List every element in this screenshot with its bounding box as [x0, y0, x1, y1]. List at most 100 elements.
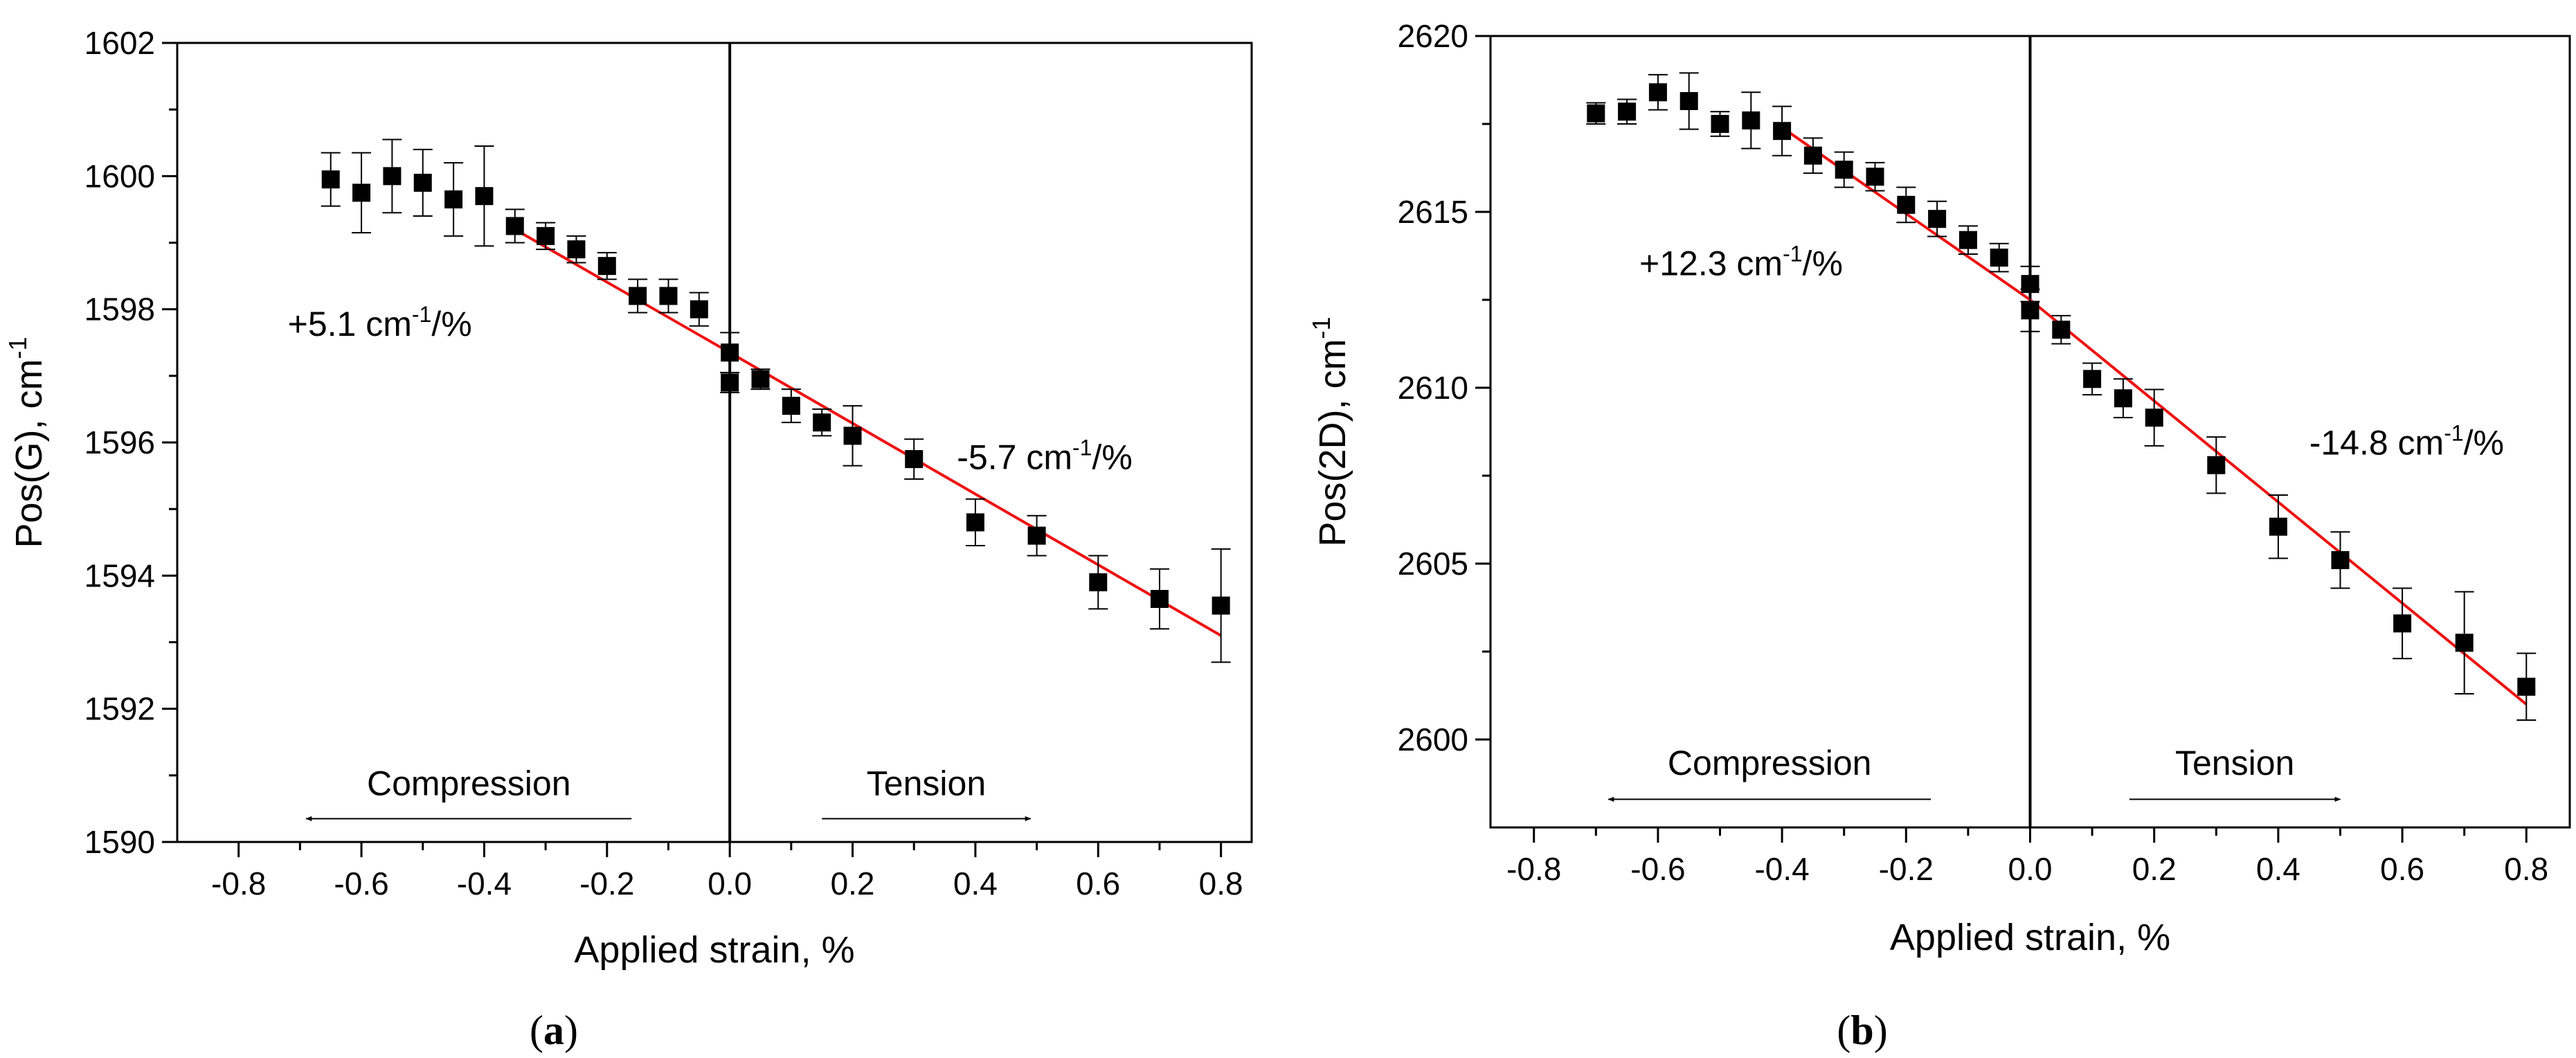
y-tick-label: 1596 — [84, 424, 155, 460]
slope-annotation: +5.1 cm-1/% — [288, 302, 472, 343]
x-tick-label: -0.2 — [1879, 851, 1934, 887]
x-tick-label: 0.8 — [2504, 851, 2548, 887]
data-point — [2021, 275, 2039, 294]
y-axis-title-text: Pos(2D), cm — [1312, 339, 1353, 546]
data-point — [2021, 301, 2039, 320]
y-tick-label: 2620 — [1398, 18, 1468, 54]
slope-unit-suffix: /% — [1803, 244, 1843, 283]
slope-value: -5.7 cm — [957, 438, 1072, 476]
direction-label: Compression — [1668, 744, 1872, 782]
data-point — [321, 170, 340, 189]
slope-annotation: +12.3 cm-1/% — [1639, 241, 1843, 283]
data-point — [966, 513, 984, 532]
data-point — [1990, 249, 2008, 267]
y-tick-label: 1598 — [84, 292, 155, 328]
slope-unit-suffix: /% — [431, 305, 471, 343]
data-point — [2083, 370, 2102, 388]
slope-unit-exponent: -1 — [1783, 241, 1802, 266]
data-point — [1803, 146, 1822, 165]
data-point — [2114, 389, 2132, 408]
data-point — [444, 190, 463, 208]
y-axis-title: Pos(2D), cm-1 — [1307, 316, 1353, 546]
x-tick-label: -0.8 — [1506, 851, 1561, 887]
data-point — [475, 187, 494, 206]
y-axis-title: Pos(G), cm-1 — [3, 337, 50, 548]
data-point — [751, 370, 770, 388]
y-tick-label: 1592 — [84, 691, 155, 727]
data-point — [1835, 161, 1853, 179]
y-tick-label: 1600 — [84, 158, 155, 194]
data-point — [2207, 456, 2226, 474]
y-tick-label: 2605 — [1398, 546, 1468, 582]
x-tick-label: -0.4 — [457, 866, 512, 902]
data-point — [1866, 168, 1884, 186]
direction-label: Tension — [867, 764, 986, 803]
data-point — [1711, 115, 1729, 133]
x-tick-label: 0.0 — [2008, 851, 2053, 887]
y-tick-label: 2600 — [1398, 721, 1468, 757]
data-point — [1212, 596, 1230, 615]
data-point — [2517, 677, 2536, 696]
data-point — [690, 300, 708, 319]
data-point — [659, 287, 678, 305]
slope-unit-suffix: /% — [1092, 438, 1132, 476]
data-point — [1958, 231, 1977, 249]
data-point — [1742, 111, 1760, 129]
x-axis-title: Applied strain, % — [574, 929, 854, 971]
slope-unit-exponent: -1 — [1072, 435, 1092, 460]
y-axis-title-text: Pos(G), cm — [8, 359, 50, 548]
panel-a: -0.8 -0.6 -0.4 -0.2 0.0 0.2 0.4 0.6 0.8 1590 1592 1… — [3, 25, 1253, 1053]
direction-label: Compression — [367, 764, 571, 803]
panel-label-close-paren: ) — [1874, 1007, 1888, 1053]
data-point — [383, 167, 402, 186]
fit-line — [514, 228, 731, 354]
y-axis-title-exponent: -1 — [1307, 316, 1335, 339]
x-tick-label: 0.2 — [2132, 851, 2177, 887]
data-point — [782, 397, 800, 415]
y-tick-label: 2610 — [1398, 370, 1468, 406]
panel-label-open-paren: ( — [530, 1007, 543, 1053]
data-point — [1648, 83, 1667, 102]
slope-annotation: -5.7 cm-1/% — [957, 435, 1133, 476]
data-point — [721, 343, 739, 362]
data-point — [2455, 634, 2474, 652]
panel-label: (b) — [1837, 1007, 1887, 1053]
data-point — [1027, 526, 1046, 545]
fit-line — [729, 351, 1222, 637]
x-tick-label: 0.8 — [1199, 866, 1243, 902]
data-point — [721, 373, 739, 392]
data-point — [1679, 91, 1698, 110]
data-point — [2145, 409, 2163, 427]
data-point — [2331, 550, 2350, 569]
x-tick-label: 0.2 — [831, 866, 875, 902]
data-point — [597, 257, 616, 276]
panel-label-letter: b — [1850, 1007, 1873, 1053]
slope-value: -14.8 cm — [2309, 424, 2444, 463]
data-point — [2052, 321, 2071, 339]
data-point — [1089, 573, 1108, 591]
x-tick-label: 0.4 — [2256, 851, 2300, 887]
x-tick-label: -0.2 — [579, 866, 634, 902]
data-point — [1150, 589, 1169, 608]
y-axis-title-exponent: -1 — [3, 337, 32, 359]
slope-unit-exponent: -1 — [412, 302, 431, 327]
x-tick-label: -0.6 — [1630, 851, 1685, 887]
data-point — [813, 413, 831, 432]
data-point — [2393, 614, 2412, 633]
panel-label-open-paren: ( — [1837, 1007, 1850, 1053]
x-axis-title: Applied strain, % — [1890, 917, 2170, 958]
direction-label: Tension — [2175, 744, 2294, 782]
data-point — [413, 173, 432, 192]
x-tick-label: 0.0 — [708, 866, 752, 902]
y-tick-label: 2615 — [1398, 194, 1468, 230]
y-tick-label: 1590 — [84, 824, 155, 860]
data-point — [905, 450, 924, 469]
x-tick-label: -0.6 — [334, 866, 388, 902]
data-point — [629, 287, 647, 305]
panel-label: (a) — [530, 1007, 578, 1053]
data-point — [1773, 122, 1792, 141]
x-tick-label: 0.6 — [2380, 851, 2424, 887]
slope-unit-exponent: -1 — [2444, 421, 2463, 446]
panel-b: -0.8 -0.6 -0.4 -0.2 0.0 0.2 0.4 0.6 0.8 2600 2605 2… — [1307, 18, 2571, 1053]
